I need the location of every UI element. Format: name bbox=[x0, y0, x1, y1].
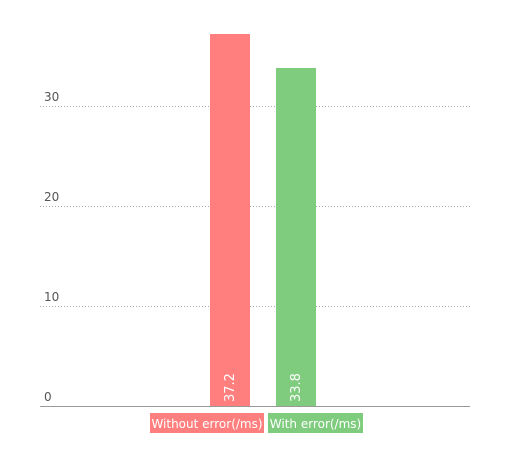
y-tick-label: 10 bbox=[44, 290, 59, 304]
legend-swatch-without-error bbox=[150, 413, 264, 433]
legend-swatch-with-error bbox=[268, 413, 363, 433]
bar-without-error bbox=[210, 34, 250, 406]
y-tick-label: 20 bbox=[44, 190, 59, 204]
y-tick-label: 30 bbox=[44, 90, 59, 104]
bars bbox=[210, 34, 316, 406]
grid-lines bbox=[40, 106, 470, 307]
y-axis-ticks: 0 10 20 30 bbox=[44, 90, 59, 404]
legend-label: Without error(/ms) bbox=[151, 417, 262, 431]
bar-value-label: 37.2 bbox=[223, 373, 238, 402]
data-labels: 37.2 33.8 bbox=[223, 373, 304, 402]
bar-with-error bbox=[276, 68, 316, 406]
bar-value-label: 33.8 bbox=[289, 373, 304, 402]
legend: Without error(/ms) With error(/ms) bbox=[150, 413, 363, 433]
y-tick-label: 0 bbox=[44, 390, 52, 404]
legend-label: With error(/ms) bbox=[270, 417, 361, 431]
